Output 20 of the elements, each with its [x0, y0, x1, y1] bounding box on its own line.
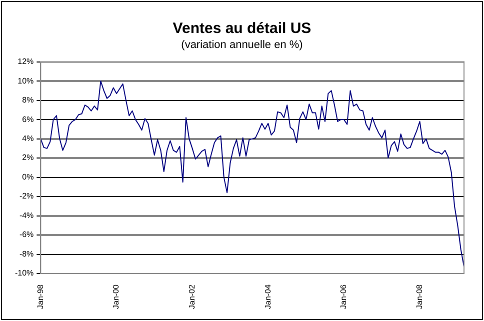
x-tick-label: Jan-08	[414, 284, 424, 310]
y-tick-label: 4%	[22, 134, 34, 143]
x-tick-label: Jan-02	[188, 284, 197, 310]
y-tick-label: 10%	[18, 76, 34, 86]
chart-subtitle: (variation annuelle en %)	[180, 39, 304, 51]
y-tick-label: 6%	[22, 114, 34, 124]
y-tick-label: 2%	[22, 153, 34, 162]
x-tick-label: Jan-00	[112, 284, 121, 310]
y-tick-label: -10%	[14, 268, 34, 278]
x-tick-label: Jan-04	[263, 284, 272, 310]
y-tick-label: 0%	[22, 172, 34, 182]
y-tick-label: -6%	[19, 230, 34, 240]
y-tick-label: -8%	[19, 249, 34, 258]
chart-title: Ventes au détail US	[172, 20, 312, 37]
x-tick-label: Jan-98	[36, 284, 45, 310]
x-tick-label: Jan-06	[339, 284, 348, 310]
y-tick-label: -2%	[19, 192, 34, 201]
y-tick-label: 12%	[18, 57, 34, 66]
y-tick-label: 8%	[22, 96, 34, 104]
y-tick-label: -4%	[19, 210, 34, 220]
